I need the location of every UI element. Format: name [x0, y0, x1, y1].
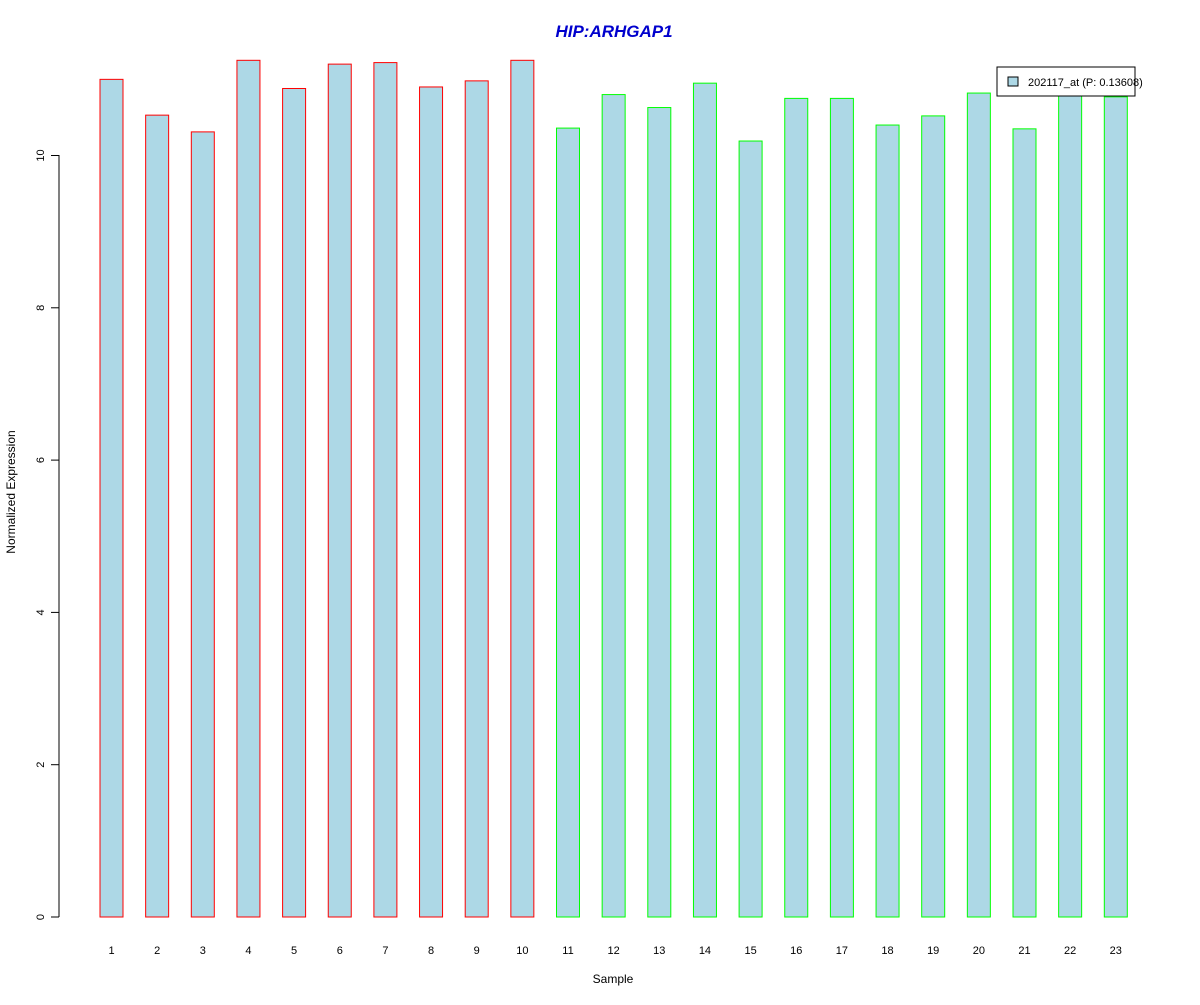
x-tick-label: 19: [927, 945, 939, 957]
legend-swatch: [1007, 76, 1019, 87]
chart-title: HIP:ARHGAP1: [555, 22, 672, 41]
bar-sample-8: [419, 86, 444, 918]
x-tick-label: 18: [881, 945, 893, 957]
x-tick-label: 23: [1110, 945, 1122, 957]
y-axis-label: Normalized Expression: [4, 430, 18, 553]
bar-sample-5: [282, 87, 307, 918]
bar-sample-13: [647, 107, 672, 918]
bar-sample-20: [966, 92, 991, 918]
bar-sample-11: [556, 127, 580, 918]
x-tick-label: 17: [836, 945, 848, 957]
bar-sample-9: [464, 80, 489, 918]
x-tick-label: 3: [200, 945, 206, 957]
bar-sample-23: [1103, 96, 1128, 918]
legend: 202117_at (P: 0.13608): [996, 66, 1143, 97]
y-tick-label: 10: [35, 149, 47, 161]
bars-group: [99, 59, 1128, 918]
x-tick-label: 7: [382, 945, 388, 957]
bar-sample-19: [921, 115, 946, 918]
y-tick-label: 2: [35, 762, 47, 768]
bar-sample-14: [692, 82, 717, 918]
x-tick-label: 4: [245, 945, 251, 957]
x-tick-label: 1: [108, 945, 114, 957]
bar-sample-22: [1058, 94, 1083, 918]
bar-sample-16: [784, 97, 809, 918]
bar-sample-4: [236, 59, 261, 918]
x-tick-label: 12: [608, 945, 620, 957]
y-tick-label: 4: [35, 609, 47, 615]
x-tick-label: 15: [744, 945, 756, 957]
x-tick-label: 22: [1064, 945, 1076, 957]
bar-sample-18: [875, 124, 900, 918]
x-tick-label: 21: [1018, 945, 1030, 957]
bar-sample-2: [145, 114, 170, 918]
x-tick-label: 11: [562, 945, 573, 957]
x-tick-label: 13: [653, 945, 665, 957]
bar-sample-1: [99, 78, 124, 918]
y-tick-label: 0: [35, 914, 47, 920]
legend-series-label: 202117_at (P: 0.13608): [1028, 77, 1143, 89]
y-tick-label: 6: [35, 457, 47, 463]
bar-sample-3: [190, 131, 215, 918]
legend-box: [996, 66, 1136, 97]
y-tick-label: 8: [35, 305, 47, 311]
x-tick-label: 6: [337, 945, 343, 957]
x-tick-label: 20: [973, 945, 985, 957]
x-tick-label: 2: [154, 945, 160, 957]
x-tick-label: 8: [428, 945, 434, 957]
x-axis-label: Sample: [593, 972, 634, 986]
bar-sample-15: [738, 140, 763, 918]
x-tick-label: 14: [699, 945, 711, 957]
bar-sample-21: [1012, 128, 1037, 918]
bar-sample-17: [829, 97, 854, 918]
x-tick-label: 16: [790, 945, 802, 957]
x-tick-labels: 1 2 3 4 5 6 7 8 9 10 11 12 13 14 15 16 17 18 19 20 21 22 23: [108, 945, 1121, 957]
bar-sample-12: [601, 94, 626, 918]
bar-sample-6: [327, 63, 352, 918]
x-tick-label: 10: [516, 945, 528, 957]
bar-sample-7: [373, 62, 398, 918]
y-axis: 0 2 4 6 8 10: [35, 149, 60, 920]
bar-sample-10: [510, 59, 535, 918]
x-tick-label: 5: [291, 945, 297, 957]
x-tick-label: 9: [474, 945, 480, 957]
